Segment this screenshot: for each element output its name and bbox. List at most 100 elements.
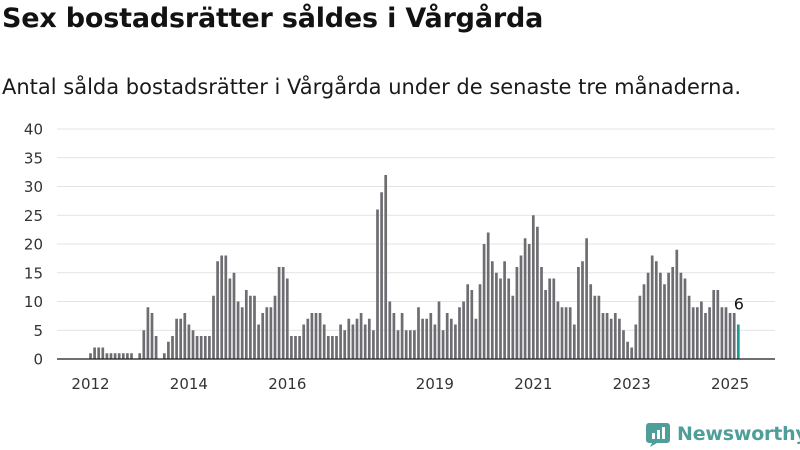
bar — [536, 226, 539, 359]
bar — [306, 318, 310, 359]
bar — [97, 347, 101, 359]
bar — [101, 347, 105, 359]
bar — [724, 307, 728, 359]
bar — [515, 267, 519, 359]
bar — [117, 353, 121, 359]
bar — [728, 313, 732, 359]
bar — [560, 307, 564, 359]
bar — [613, 313, 617, 359]
bar — [331, 336, 334, 359]
bar — [154, 336, 158, 359]
bar — [359, 313, 363, 359]
bar — [187, 324, 191, 359]
bar — [568, 307, 572, 359]
bar — [171, 336, 174, 359]
bar — [277, 267, 281, 359]
bar — [527, 244, 531, 359]
bar — [679, 272, 683, 359]
bar — [413, 330, 416, 359]
bar — [675, 249, 679, 359]
bar — [212, 295, 215, 359]
bar — [167, 341, 170, 359]
bar — [441, 330, 445, 359]
bar — [720, 307, 724, 359]
bar — [466, 284, 470, 359]
bar — [572, 324, 576, 359]
bar — [626, 341, 629, 359]
bar — [216, 261, 219, 359]
bar — [462, 301, 465, 359]
bar — [429, 313, 433, 359]
x-tick-label: 2025 — [711, 375, 749, 393]
bar — [470, 290, 474, 359]
bar — [290, 336, 293, 359]
y-tick-label: 0 — [33, 351, 43, 369]
x-tick-label: 2014 — [170, 375, 208, 393]
bar — [519, 255, 523, 359]
bar — [388, 301, 392, 359]
newsworthy-logo[interactable]: Newsworthy — [645, 421, 800, 447]
bar — [208, 336, 211, 359]
bar — [499, 278, 502, 359]
bar — [93, 347, 96, 359]
bar — [130, 353, 133, 359]
bar — [224, 255, 228, 359]
bar — [454, 324, 457, 359]
bar — [577, 267, 580, 359]
bar — [449, 318, 453, 359]
bar — [191, 330, 195, 359]
bar — [486, 232, 490, 359]
bar — [380, 192, 383, 359]
bar — [162, 353, 166, 359]
bar — [314, 313, 318, 359]
bar — [257, 324, 260, 359]
bar — [638, 295, 642, 359]
bar — [663, 284, 666, 359]
y-tick-label: 10 — [24, 293, 43, 311]
bar — [630, 347, 634, 359]
bar — [695, 307, 699, 359]
bar — [503, 261, 506, 359]
newsworthy-wordmark: Newsworthy — [677, 423, 800, 445]
bar — [495, 272, 498, 359]
bar — [195, 336, 199, 359]
bar — [618, 318, 621, 359]
y-tick-label: 30 — [24, 178, 43, 196]
x-tick-label: 2019 — [416, 375, 454, 393]
bar — [421, 318, 424, 359]
bar — [556, 301, 560, 359]
bar — [732, 313, 736, 359]
bar — [708, 307, 711, 359]
bar — [318, 313, 322, 359]
bar — [265, 307, 269, 359]
bar — [601, 313, 605, 359]
bar — [175, 318, 178, 359]
bar — [261, 313, 265, 359]
bar — [507, 278, 511, 359]
bar — [244, 290, 248, 359]
bar — [392, 313, 396, 359]
bar — [367, 318, 371, 359]
bar — [269, 307, 273, 359]
bar — [351, 324, 355, 359]
bar — [585, 238, 588, 359]
bar — [671, 267, 675, 359]
bar — [105, 353, 109, 359]
bar — [228, 278, 232, 359]
bar — [531, 215, 535, 359]
bar — [343, 330, 347, 359]
bar — [89, 353, 92, 359]
bar — [400, 313, 404, 359]
chart-title: Sex bostadsrätter såldes i Vårgårda — [2, 3, 544, 34]
bar — [203, 336, 207, 359]
bar — [363, 324, 367, 359]
bar — [417, 307, 420, 359]
bar — [593, 295, 597, 359]
bar — [355, 318, 359, 359]
bar — [142, 330, 146, 359]
bar — [404, 330, 408, 359]
bar — [302, 324, 306, 359]
bar — [687, 295, 691, 359]
bar — [540, 267, 543, 359]
